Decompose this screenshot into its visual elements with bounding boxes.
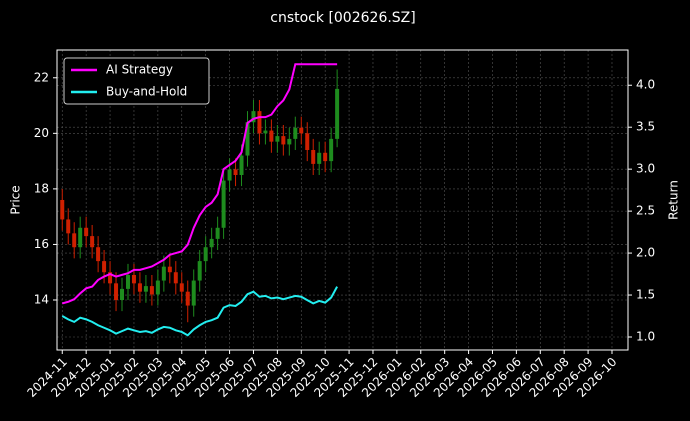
candle-body bbox=[323, 152, 328, 162]
candle-body bbox=[60, 200, 65, 220]
candle-body bbox=[329, 138, 334, 162]
candle-body bbox=[143, 286, 148, 292]
candle-body bbox=[131, 275, 136, 284]
series-line bbox=[61, 63, 338, 305]
y2-tick-label: 3.0 bbox=[636, 162, 655, 176]
candle-body bbox=[203, 247, 208, 262]
candle-body bbox=[233, 169, 238, 175]
legend-label: AI Strategy bbox=[106, 63, 173, 77]
candle-body bbox=[275, 136, 280, 142]
y2-tick-label: 1.0 bbox=[636, 329, 655, 343]
candle-body bbox=[155, 280, 160, 295]
candle-body bbox=[263, 130, 268, 134]
candle-body bbox=[311, 150, 316, 164]
candle-body bbox=[197, 261, 202, 281]
candle-body bbox=[317, 152, 322, 164]
y-tick-label: 20 bbox=[34, 126, 49, 140]
y-tick-label: 16 bbox=[34, 237, 49, 251]
candle-body bbox=[239, 155, 244, 175]
candle-body bbox=[287, 138, 292, 145]
candle-body bbox=[215, 227, 220, 239]
candle-body bbox=[227, 169, 232, 181]
candle-body bbox=[161, 266, 166, 281]
y2-tick-label: 2.5 bbox=[636, 204, 655, 218]
y2-axis-label: Return bbox=[667, 180, 681, 220]
candle-body bbox=[78, 227, 83, 248]
plot-frame bbox=[56, 49, 629, 351]
y-tick-label: 18 bbox=[34, 181, 49, 195]
candle-body bbox=[209, 238, 214, 248]
candle-body bbox=[149, 286, 154, 295]
candle-body bbox=[125, 275, 130, 289]
candle-body bbox=[185, 291, 190, 306]
candle-body bbox=[114, 283, 119, 300]
y-axis-label: Price bbox=[9, 185, 23, 214]
series-line bbox=[61, 286, 338, 337]
legend-box bbox=[63, 57, 210, 105]
candle-body bbox=[251, 111, 256, 123]
candle-body bbox=[221, 180, 226, 228]
candle-body bbox=[335, 88, 340, 139]
candle-body bbox=[66, 219, 71, 234]
candle-body bbox=[96, 247, 101, 262]
y-tick-label: 14 bbox=[34, 293, 49, 307]
legend-label: Buy-and-Hold bbox=[106, 85, 187, 99]
y-tick-label: 22 bbox=[34, 70, 49, 84]
y2-tick-label: 2.0 bbox=[636, 246, 655, 260]
candle-body bbox=[108, 272, 113, 284]
candle-body bbox=[167, 266, 172, 273]
candle-body bbox=[84, 227, 89, 237]
y2-tick-label: 3.5 bbox=[636, 120, 655, 134]
candle-body bbox=[245, 122, 250, 156]
chart-title: cnstock [002626.SZ] bbox=[270, 10, 415, 26]
candle-body bbox=[179, 283, 184, 292]
candle-body bbox=[120, 288, 125, 300]
candle-body bbox=[299, 127, 304, 134]
candle-body bbox=[281, 136, 286, 145]
y2-tick-label: 4.0 bbox=[636, 78, 655, 92]
candle-body bbox=[137, 283, 142, 292]
candle-body bbox=[191, 280, 196, 306]
candle-body bbox=[269, 130, 274, 142]
candle-body bbox=[90, 236, 95, 248]
candle-body bbox=[173, 272, 178, 284]
candle-body bbox=[257, 111, 262, 134]
y2-tick-label: 1.5 bbox=[636, 288, 655, 302]
candle-body bbox=[305, 133, 310, 150]
candle-body bbox=[293, 127, 298, 139]
candle-body bbox=[102, 261, 107, 273]
candle-body bbox=[72, 233, 77, 248]
